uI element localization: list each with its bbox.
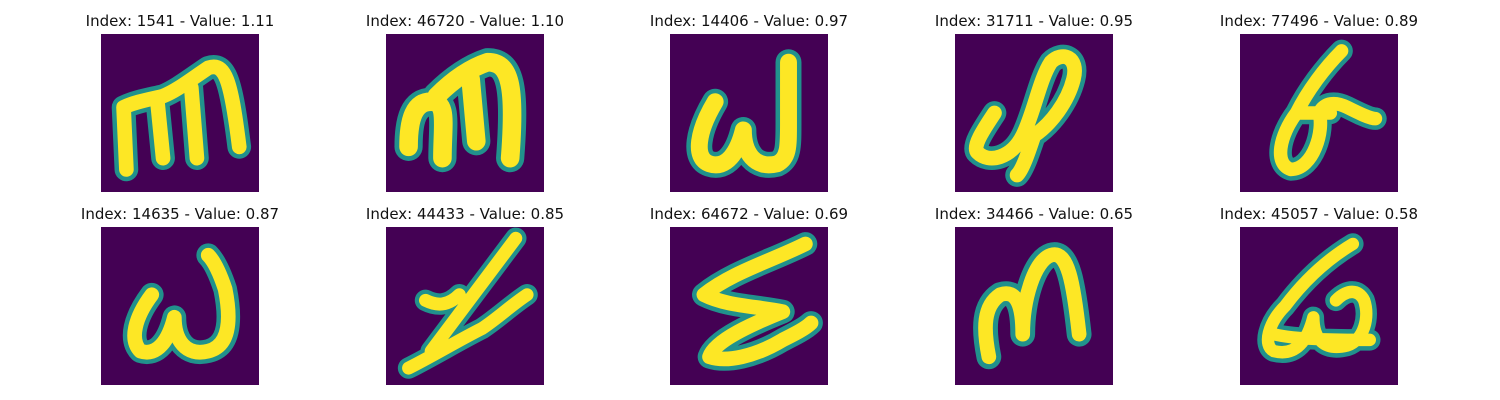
glyph-drawing (111, 55, 252, 182)
glyph-drawing (692, 232, 823, 371)
glyph-drawing (686, 49, 802, 178)
panel-title: Index: 44433 - Value: 0.85 (365, 205, 565, 223)
glyph-image (955, 34, 1113, 192)
glyph-image (101, 227, 259, 385)
glyph-image (670, 227, 828, 385)
panel-title: Index: 1541 - Value: 1.11 (85, 12, 275, 30)
glyph-image (955, 227, 1113, 385)
glyph-image (1240, 227, 1398, 385)
panel-title: Index: 77496 - Value: 0.89 (1219, 12, 1419, 30)
panel-title: Index: 14406 - Value: 0.97 (649, 12, 849, 30)
panel-title: Index: 45057 - Value: 0.58 (1219, 205, 1419, 223)
glyph-drawing (394, 48, 527, 173)
glyph-image (670, 34, 828, 192)
panel-title: Index: 64672 - Value: 0.69 (649, 205, 849, 223)
panel-title: Index: 46720 - Value: 1.10 (365, 12, 565, 30)
glyph-drawing (1257, 233, 1381, 363)
glyph-drawing (964, 44, 1087, 187)
glyph-drawing (397, 227, 538, 379)
panel-title: Index: 14635 - Value: 0.87 (80, 205, 280, 223)
glyph-image (101, 34, 259, 192)
glyph-drawing (122, 243, 241, 365)
glyph-image (386, 34, 544, 192)
glyph-drawing (1269, 39, 1387, 181)
panel-title: Index: 31711 - Value: 0.95 (934, 12, 1134, 30)
glyph-drawing (973, 242, 1092, 370)
glyph-image (1240, 34, 1398, 192)
glyph-image (386, 227, 544, 385)
panel-title: Index: 34466 - Value: 0.65 (934, 205, 1134, 223)
